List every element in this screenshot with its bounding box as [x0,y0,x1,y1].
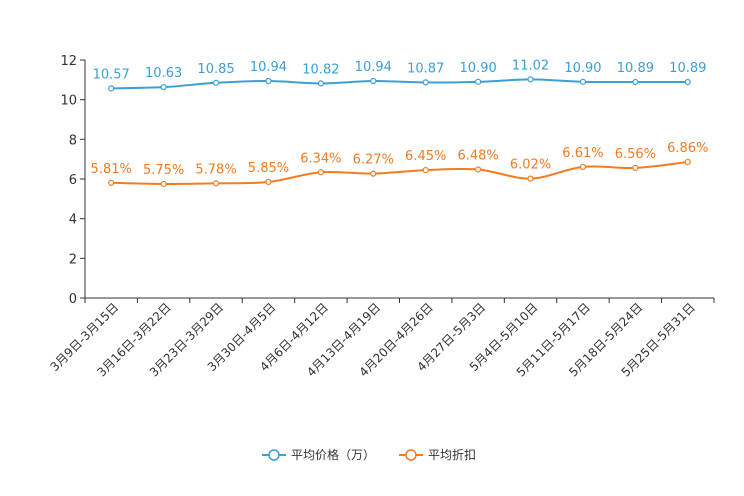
series-1: 10.57 10.63 10.85 10.94 10.82 10.94 10.87 10.90… [93,58,706,92]
chart-axes: 0246810123月9日-3月15日3月16日-3月22日3月23日-3月29… [47,54,715,380]
data-label: 10.57 [93,67,130,82]
y-tick-label: 12 [60,54,77,69]
data-label: 10.82 [302,62,339,77]
data-label: 6.34% [300,151,341,166]
data-point[interactable] [370,77,377,85]
data-point[interactable] [160,84,167,91]
y-tick-label: 4 [69,213,77,228]
data-label: 6.56% [615,147,656,162]
data-label: 5.81% [91,162,132,177]
chart-series: 10.57 10.63 10.85 10.94 10.82 10.94 10.87 10.90… [91,58,708,188]
legend-item-1[interactable]: 平均价格（万） [262,447,375,462]
y-tick-label: 0 [69,292,77,307]
data-point[interactable] [370,170,377,177]
data-label: 6.45% [405,149,446,164]
data-point[interactable] [422,166,429,174]
data-point[interactable] [527,76,534,83]
legend-item-2[interactable]: 平均折扣 [399,447,476,462]
data-point[interactable] [212,180,220,187]
data-point[interactable] [684,78,691,86]
data-label: 5.85% [248,161,289,176]
data-label: 11.02 [512,58,549,73]
data-label: 10.89 [617,61,654,76]
data-label: 10.94 [250,60,287,75]
data-label: 10.90 [564,61,601,76]
data-label: 10.87 [407,61,444,76]
series-line [111,160,688,185]
y-tick-label: 6 [69,173,77,188]
data-point[interactable] [579,78,587,85]
data-point[interactable] [108,85,115,92]
data-point[interactable] [527,175,534,182]
data-point[interactable] [632,164,639,171]
data-label: 10.94 [355,60,392,75]
legend-marker-icon [268,449,280,461]
series-line [111,78,688,90]
data-label: 10.90 [460,61,497,76]
data-point[interactable] [108,179,115,186]
data-label: 6.02% [510,158,551,173]
y-tick-label: 10 [60,94,77,109]
data-point[interactable] [579,163,587,171]
data-label: 10.63 [145,66,182,81]
data-label: 10.85 [197,62,234,77]
data-label: 6.86% [667,141,708,156]
legend-marker-icon [405,449,417,461]
data-label: 5.78% [195,162,236,177]
data-label: 5.75% [143,163,184,178]
data-point[interactable] [265,77,272,85]
data-point[interactable] [212,79,220,86]
chart-legend[interactable]: 平均价格（万） 平均折扣 [262,447,476,462]
legend-label: 平均价格（万） [291,447,375,462]
data-label: 6.61% [562,146,603,161]
data-point[interactable] [632,78,639,86]
data-point[interactable] [475,166,482,173]
data-point[interactable] [317,169,324,176]
data-point[interactable] [422,79,429,86]
data-point[interactable] [265,178,272,186]
y-tick-label: 2 [69,252,77,267]
data-label: 10.89 [669,61,706,76]
legend-label: 平均折扣 [428,447,476,462]
data-point[interactable] [684,158,691,166]
data-point[interactable] [160,180,167,188]
data-label: 6.48% [457,148,498,163]
data-point[interactable] [317,80,324,87]
data-point[interactable] [475,78,482,85]
series-2: 5.81% 5.75% 5.78% 5.85% 6.34% 6.27% 6.45% 6.48%… [91,141,708,188]
y-tick-label: 8 [69,133,77,148]
data-label: 6.27% [353,153,394,168]
